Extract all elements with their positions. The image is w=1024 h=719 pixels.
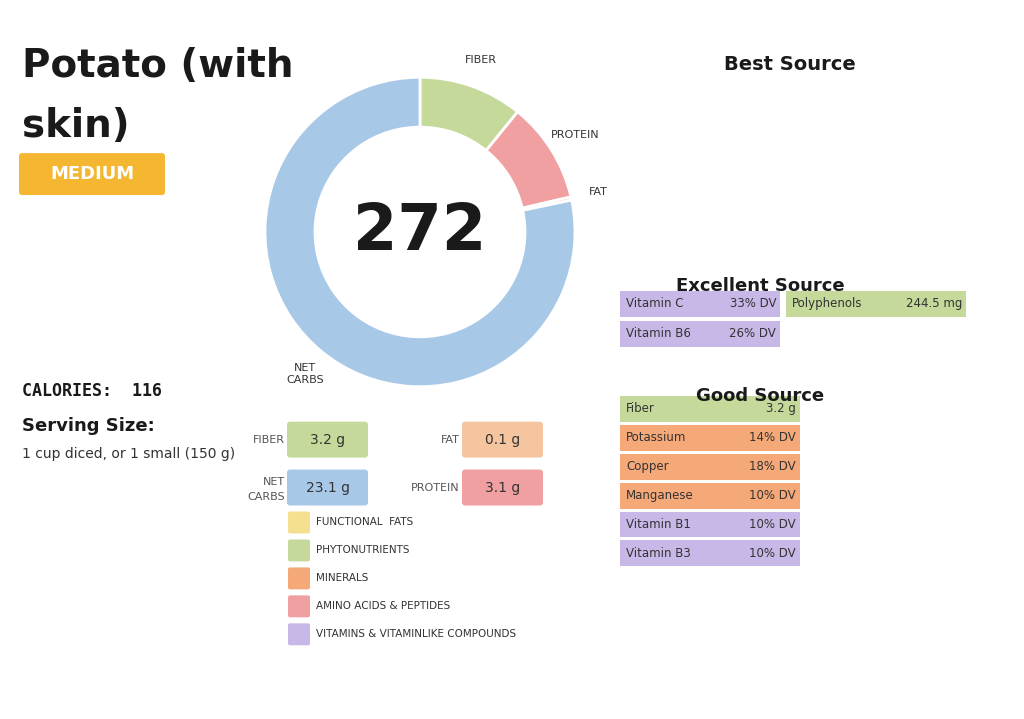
Text: CALORIES:  116: CALORIES: 116 <box>22 382 162 400</box>
Text: PROTEIN: PROTEIN <box>412 482 460 493</box>
FancyBboxPatch shape <box>620 511 800 538</box>
FancyBboxPatch shape <box>620 454 800 480</box>
Text: Potato (with: Potato (with <box>22 47 294 86</box>
Text: 18% DV: 18% DV <box>750 460 796 473</box>
Text: Potassium: Potassium <box>626 431 686 444</box>
Text: VITAMINS & VITAMINLIKE COMPOUNDS: VITAMINS & VITAMINLIKE COMPOUNDS <box>316 629 516 639</box>
Text: FAT: FAT <box>589 188 608 198</box>
FancyBboxPatch shape <box>288 595 310 618</box>
Text: 10% DV: 10% DV <box>750 547 796 560</box>
Text: Fiber: Fiber <box>626 402 655 415</box>
Text: 10% DV: 10% DV <box>750 489 796 502</box>
Text: 3.1 g: 3.1 g <box>485 480 520 495</box>
Text: 3.2 g: 3.2 g <box>310 433 345 446</box>
FancyBboxPatch shape <box>287 421 368 457</box>
Text: FIBER: FIBER <box>253 434 285 444</box>
FancyBboxPatch shape <box>288 623 310 645</box>
Wedge shape <box>522 197 571 211</box>
Text: CARBS: CARBS <box>248 492 285 502</box>
Text: Vitamin B6: Vitamin B6 <box>626 327 691 340</box>
FancyBboxPatch shape <box>19 153 165 195</box>
Text: MINERALS: MINERALS <box>316 573 369 583</box>
Text: FUNCTIONAL  FATS: FUNCTIONAL FATS <box>316 518 414 528</box>
FancyBboxPatch shape <box>620 482 800 508</box>
Text: 14% DV: 14% DV <box>750 431 796 444</box>
Text: Vitamin C: Vitamin C <box>626 298 683 311</box>
Text: 1 cup diced, or 1 small (150 g): 1 cup diced, or 1 small (150 g) <box>22 446 236 461</box>
Text: 3.2 g: 3.2 g <box>766 402 796 415</box>
FancyBboxPatch shape <box>288 567 310 590</box>
Text: FAT: FAT <box>441 434 460 444</box>
Text: 244.5 mg: 244.5 mg <box>905 298 962 311</box>
Text: Vitamin B3: Vitamin B3 <box>626 547 691 560</box>
Text: Excellent Source: Excellent Source <box>676 277 845 295</box>
FancyBboxPatch shape <box>462 421 543 457</box>
Text: MEDIUM: MEDIUM <box>50 165 134 183</box>
FancyBboxPatch shape <box>620 321 780 347</box>
Text: 26% DV: 26% DV <box>729 327 776 340</box>
Text: Manganese: Manganese <box>626 489 693 502</box>
FancyBboxPatch shape <box>620 425 800 451</box>
FancyBboxPatch shape <box>620 291 780 317</box>
Text: skin): skin) <box>22 107 130 145</box>
Text: AMINO ACIDS & PEPTIDES: AMINO ACIDS & PEPTIDES <box>316 601 451 611</box>
Text: Good Source: Good Source <box>696 387 824 405</box>
Text: NET: NET <box>263 477 285 487</box>
Text: Best Source: Best Source <box>724 55 856 74</box>
Text: PROTEIN: PROTEIN <box>551 130 599 140</box>
FancyBboxPatch shape <box>288 511 310 533</box>
Wedge shape <box>486 112 571 209</box>
Wedge shape <box>420 77 518 150</box>
FancyBboxPatch shape <box>462 470 543 505</box>
FancyBboxPatch shape <box>620 541 800 567</box>
Text: 23.1 g: 23.1 g <box>305 480 349 495</box>
Text: 272: 272 <box>353 201 486 263</box>
FancyBboxPatch shape <box>287 470 368 505</box>
Text: 33% DV: 33% DV <box>729 298 776 311</box>
FancyBboxPatch shape <box>288 539 310 562</box>
Text: Copper: Copper <box>626 460 669 473</box>
Text: 0.1 g: 0.1 g <box>485 433 520 446</box>
FancyBboxPatch shape <box>786 291 966 317</box>
Text: FIBER: FIBER <box>465 55 498 65</box>
Text: Serving Size:: Serving Size: <box>22 417 155 435</box>
Text: NET
CARBS: NET CARBS <box>286 363 324 385</box>
Wedge shape <box>265 77 575 387</box>
Text: Polyphenols: Polyphenols <box>792 298 862 311</box>
FancyBboxPatch shape <box>620 395 800 421</box>
Text: 10% DV: 10% DV <box>750 518 796 531</box>
Text: PHYTONUTRIENTS: PHYTONUTRIENTS <box>316 546 410 556</box>
Text: Vitamin B1: Vitamin B1 <box>626 518 691 531</box>
